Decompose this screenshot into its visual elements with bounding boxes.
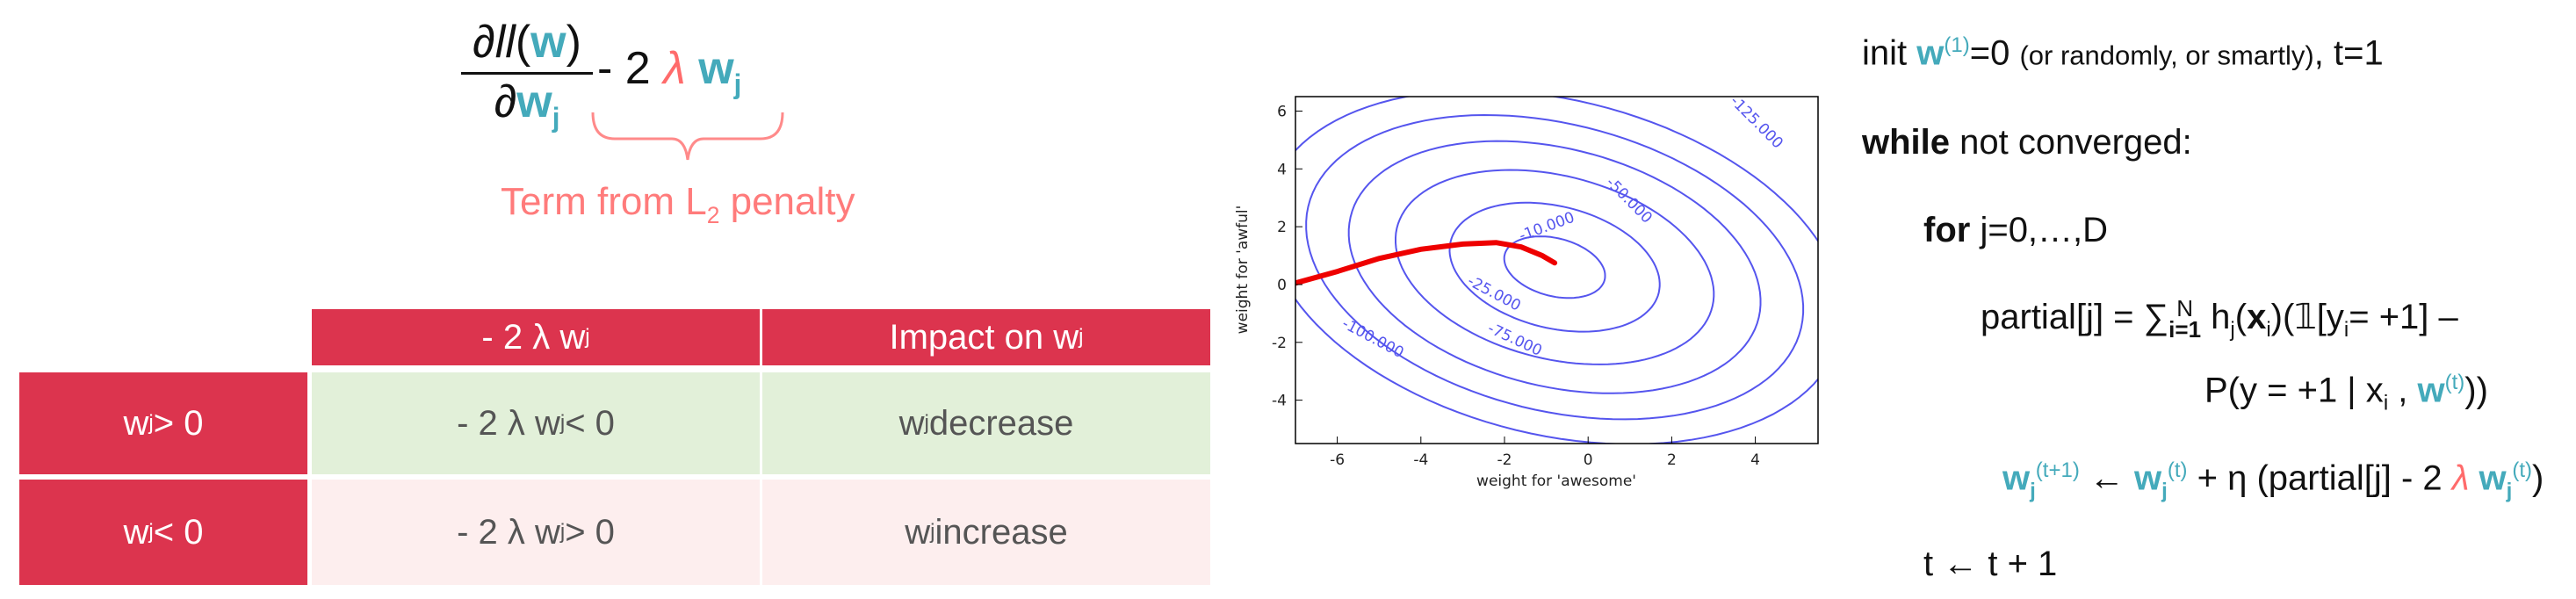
algo-prob-line: P(y = +1 | xi , w(t))) — [2204, 371, 2488, 415]
y-tick-label: -2 — [1272, 335, 1287, 352]
y-axis-label: weight for 'awful' — [1234, 206, 1252, 335]
gradient-fraction: ∂ll(w) ∂wj — [461, 16, 593, 145]
y-tick-label: 4 — [1277, 161, 1287, 178]
contour-line — [1448, 201, 1661, 333]
x-tick-label: -6 — [1330, 451, 1345, 469]
contour-label: -50.000 — [1602, 174, 1656, 227]
x-tick-label: 2 — [1667, 451, 1677, 469]
algo-t-increment-line: t ← t + 1 — [1923, 545, 2058, 583]
x-tick-label: 4 — [1750, 451, 1760, 469]
y-tick-label: 2 — [1277, 219, 1287, 236]
contour-label: -100.000 — [1339, 315, 1407, 363]
contour-label: -10.000 — [1517, 209, 1577, 245]
contour-chart: -10.000-25.000-50.000-75.000-100.000-125… — [1234, 92, 1819, 490]
contour-line — [1305, 113, 1805, 421]
contour-line — [1395, 169, 1715, 365]
y-tick-label: -4 — [1272, 393, 1287, 410]
x-axis-label: weight for 'awesome' — [1476, 473, 1636, 490]
x-tick-label: -4 — [1413, 451, 1428, 469]
contour-labels: -10.000-25.000-50.000-75.000-100.000-125… — [1339, 92, 1786, 362]
gradient-denominator: ∂wj — [494, 76, 560, 134]
algo-for-line: for j=0,…,D — [1923, 211, 2109, 249]
contour-lines — [1295, 97, 1818, 444]
algo-while-line: while not converged: — [1862, 123, 2192, 162]
x-tick-label: -2 — [1497, 451, 1512, 469]
gradient-numerator: ∂ll(w) — [461, 16, 593, 75]
plot-frame — [1295, 96, 1819, 444]
penalty-term: - 2 λ wj — [597, 43, 742, 100]
y-tick-label: 0 — [1277, 277, 1287, 294]
contour-line — [1295, 97, 1818, 444]
y-tick-label: 6 — [1277, 103, 1287, 120]
x-tick-label: 0 — [1584, 451, 1593, 469]
contour-line — [1347, 140, 1762, 394]
penalty-label: Term from L2 penalty — [501, 180, 855, 228]
algo-init-line: init w(1)=0 (or randomly, or smartly), t… — [1862, 33, 2384, 73]
penalty-brace — [591, 112, 784, 161]
x-axis-ticks: -6 -4 -2 0 2 4 — [1330, 437, 1760, 469]
algo-update-line: wj(t+1) ← wj(t) + η (partial[j] - 2 λ wj… — [2002, 458, 2544, 503]
contour-label: -125.000 — [1727, 92, 1786, 152]
gradient-path — [1295, 240, 1558, 286]
y-axis-ticks: -4 -2 0 2 4 6 — [1272, 103, 1302, 410]
